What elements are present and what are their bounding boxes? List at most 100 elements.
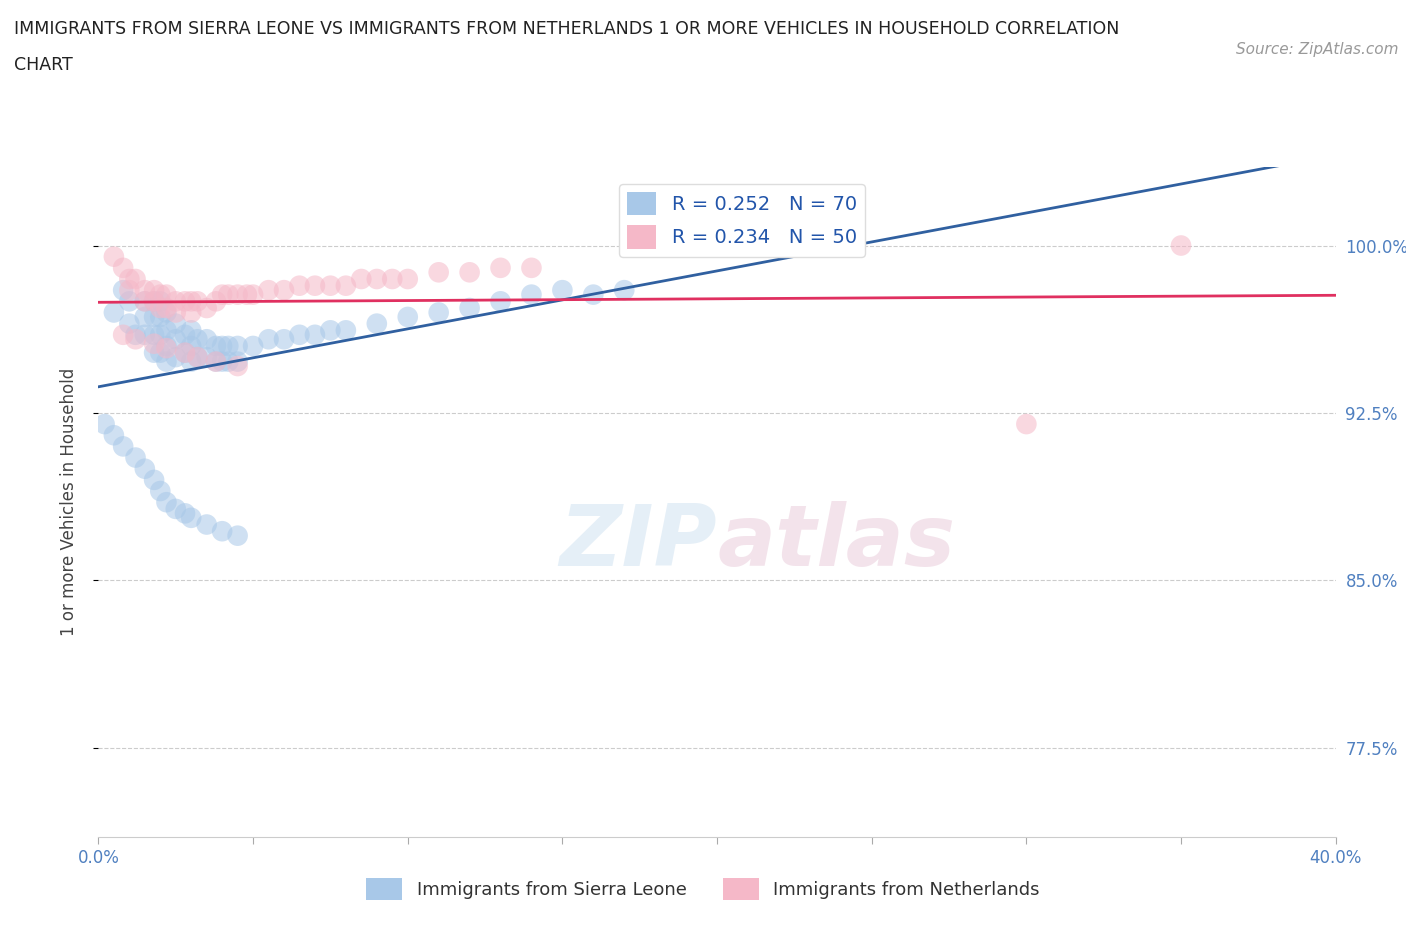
Point [366, 316, 388, 331]
Point [205, 354, 228, 369]
Text: Source: ZipAtlas.com: Source: ZipAtlas.com [1236, 42, 1399, 57]
Point [103, 305, 125, 320]
Point [143, 310, 166, 325]
Point [335, 278, 357, 293]
Point [335, 323, 357, 338]
Point [118, 316, 141, 331]
Point [180, 354, 202, 369]
Point [165, 294, 187, 309]
Point [143, 337, 166, 352]
Point [149, 345, 172, 360]
Point [458, 300, 481, 315]
Point [180, 305, 202, 320]
Point [134, 294, 156, 309]
Point [134, 283, 156, 298]
Point [195, 350, 218, 365]
Point [350, 272, 373, 286]
Point [155, 495, 177, 510]
Point [155, 340, 177, 355]
Point [149, 300, 172, 315]
Point [155, 339, 177, 353]
Point [143, 472, 166, 487]
Point [396, 272, 419, 286]
Legend: Immigrants from Sierra Leone, Immigrants from Netherlands: Immigrants from Sierra Leone, Immigrants… [359, 870, 1047, 907]
Point [205, 339, 228, 353]
Point [93, 417, 115, 432]
Point [520, 260, 543, 275]
Point [143, 345, 166, 360]
Point [195, 300, 218, 315]
Point [155, 305, 177, 320]
Point [134, 310, 156, 325]
Text: atlas: atlas [717, 501, 955, 584]
Point [134, 294, 156, 309]
Point [174, 506, 197, 521]
Point [211, 354, 233, 369]
Point [205, 354, 228, 369]
Point [226, 354, 249, 369]
Point [174, 294, 197, 309]
Text: ZIP: ZIP [560, 501, 717, 584]
Point [366, 272, 388, 286]
Point [118, 283, 141, 298]
Point [217, 354, 239, 369]
Point [205, 294, 228, 309]
Point [427, 305, 450, 320]
Point [226, 339, 249, 353]
Point [124, 327, 146, 342]
Point [155, 354, 177, 369]
Point [174, 345, 197, 360]
Point [186, 332, 208, 347]
Point [149, 294, 172, 309]
Point [149, 287, 172, 302]
Point [134, 461, 156, 476]
Text: CHART: CHART [14, 56, 73, 73]
Point [112, 283, 135, 298]
Point [1015, 417, 1038, 432]
Point [118, 272, 141, 286]
Point [174, 345, 197, 360]
Point [124, 272, 146, 286]
Point [174, 327, 197, 342]
Point [149, 310, 172, 325]
Point [489, 294, 512, 309]
Point [217, 339, 239, 353]
Point [273, 283, 295, 298]
Point [381, 272, 404, 286]
Point [149, 327, 172, 342]
Point [118, 294, 141, 309]
Point [103, 428, 125, 443]
Point [211, 524, 233, 538]
Text: IMMIGRANTS FROM SIERRA LEONE VS IMMIGRANTS FROM NETHERLANDS 1 OR MORE VEHICLES I: IMMIGRANTS FROM SIERRA LEONE VS IMMIGRAN… [14, 20, 1119, 38]
Point [551, 283, 574, 298]
Point [112, 327, 135, 342]
Point [304, 327, 326, 342]
Point [155, 300, 177, 315]
Point [195, 332, 218, 347]
Point [155, 323, 177, 338]
Point [103, 249, 125, 264]
Point [165, 305, 187, 320]
Point [257, 283, 280, 298]
Point [427, 265, 450, 280]
Point [242, 287, 264, 302]
Point [211, 287, 233, 302]
Point [217, 287, 239, 302]
Point [143, 327, 166, 342]
Point [582, 287, 605, 302]
Legend: R = 0.252   N = 70, R = 0.234   N = 50: R = 0.252 N = 70, R = 0.234 N = 50 [619, 184, 865, 257]
Point [180, 294, 202, 309]
Point [143, 283, 166, 298]
Point [257, 332, 280, 347]
Point [1170, 238, 1192, 253]
Point [186, 350, 208, 365]
Y-axis label: 1 or more Vehicles in Household: 1 or more Vehicles in Household [59, 368, 77, 636]
Point [273, 332, 295, 347]
Point [143, 294, 166, 309]
Point [165, 316, 187, 331]
Point [226, 287, 249, 302]
Point [242, 339, 264, 353]
Point [319, 323, 342, 338]
Point [165, 350, 187, 365]
Point [112, 260, 135, 275]
